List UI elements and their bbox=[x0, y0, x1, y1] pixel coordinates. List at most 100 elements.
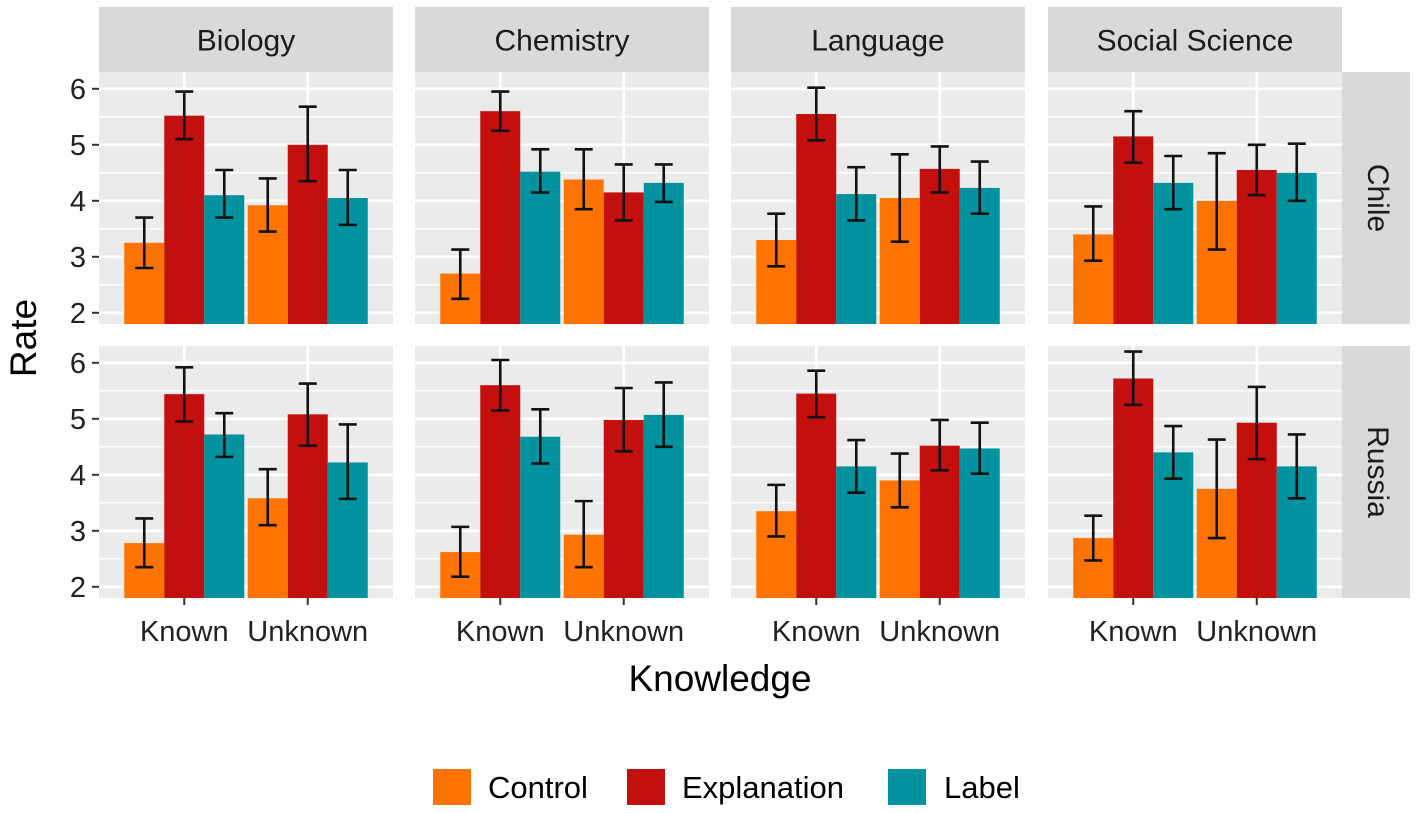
bar-russia-language-known-explanation bbox=[796, 393, 837, 598]
legend-label-label: Label bbox=[944, 770, 1020, 805]
panel-russia-biology bbox=[99, 346, 393, 598]
error-bar-russia-language-known-control bbox=[767, 483, 786, 538]
y-tick-label: 3 bbox=[70, 242, 86, 274]
error-bar-russia-biology-known-label bbox=[215, 411, 234, 459]
x-tick-label-known: Known bbox=[772, 616, 861, 648]
error-bar-russia-chemistry-unknown-control bbox=[574, 499, 593, 569]
y-tick-label: 5 bbox=[70, 404, 86, 436]
legend-item-control: Control bbox=[433, 769, 588, 805]
error-bar-russia-social-science-unknown-control bbox=[1207, 438, 1226, 540]
strip-label-chile: Chile bbox=[1361, 164, 1394, 232]
y-tick-label: 2 bbox=[70, 298, 86, 330]
error-bar-russia-social-science-known-explanation bbox=[1124, 350, 1143, 407]
error-bar-chile-biology-unknown-explanation bbox=[298, 105, 317, 183]
legend: Control Explanation Label bbox=[433, 769, 1020, 805]
error-bar-chile-social-science-unknown-explanation bbox=[1247, 143, 1266, 197]
error-bar-chile-language-unknown-label bbox=[970, 160, 989, 215]
error-bar-chile-chemistry-unknown-explanation bbox=[614, 163, 633, 222]
bar-chile-language-unknown-explanation bbox=[919, 168, 960, 324]
error-bar-russia-chemistry-known-control bbox=[451, 525, 470, 579]
panel-russia-chemistry bbox=[415, 346, 709, 598]
error-bar-russia-social-science-unknown-label bbox=[1287, 433, 1306, 500]
error-bar-chile-chemistry-known-control bbox=[451, 248, 470, 301]
y-tick-label: 2 bbox=[70, 572, 86, 604]
strip-language bbox=[731, 7, 1025, 72]
error-bar-russia-social-science-unknown-explanation bbox=[1247, 385, 1266, 461]
bar-chile-language-known-explanation bbox=[796, 114, 837, 324]
error-bar-chile-chemistry-unknown-control bbox=[574, 147, 593, 211]
y-tick-label: 5 bbox=[70, 130, 86, 162]
error-bar-chile-chemistry-known-label bbox=[531, 147, 550, 194]
legend-label-control: Control bbox=[488, 770, 588, 805]
panel-chile-social-science bbox=[1048, 72, 1342, 324]
error-bar-russia-language-known-explanation bbox=[807, 369, 826, 419]
x-tick-label-known: Known bbox=[140, 616, 229, 648]
y-tick-label: 4 bbox=[70, 186, 86, 218]
strip-label-language: Language bbox=[811, 25, 944, 58]
error-bar-russia-chemistry-unknown-explanation bbox=[614, 386, 633, 453]
facet-row-strips: Chile Russia bbox=[1342, 72, 1410, 598]
bar-chile-chemistry-unknown-label bbox=[643, 182, 684, 324]
y-axes: 2 3 4 5 6 2 3 4 5 6 bbox=[70, 74, 99, 604]
strip-chemistry bbox=[415, 7, 709, 72]
error-bar-chile-language-known-control bbox=[767, 212, 786, 268]
x-tick-label-unknown: Unknown bbox=[247, 616, 368, 648]
error-bar-chile-biology-known-explanation bbox=[175, 90, 194, 141]
panel-russia-language bbox=[731, 346, 1025, 598]
strip-russia bbox=[1342, 346, 1410, 598]
legend-item-explanation: Explanation bbox=[627, 769, 844, 805]
legend-item-label: Label bbox=[888, 769, 1020, 805]
error-bar-russia-chemistry-unknown-label bbox=[654, 381, 673, 449]
y-tick-label: 3 bbox=[70, 516, 86, 548]
y-tick-label: 4 bbox=[70, 460, 86, 492]
strip-label-social-science: Social Science bbox=[1097, 25, 1294, 58]
error-bar-chile-biology-known-label bbox=[215, 168, 234, 219]
error-bar-chile-language-unknown-explanation bbox=[930, 145, 949, 194]
bar-chile-social-science-known-explanation bbox=[1113, 136, 1154, 324]
error-bar-chile-social-science-known-control bbox=[1084, 205, 1103, 263]
error-bar-chile-language-known-explanation bbox=[807, 86, 826, 142]
panel-chile-biology bbox=[99, 72, 393, 325]
error-bar-chile-social-science-known-explanation bbox=[1124, 109, 1143, 165]
error-bar-chile-social-science-known-label bbox=[1164, 154, 1183, 211]
bar-chile-chemistry-known-explanation bbox=[480, 111, 521, 324]
y-tick-label: 6 bbox=[70, 74, 86, 106]
error-bar-russia-language-known-label bbox=[847, 438, 866, 495]
x-tick-label-known: Known bbox=[456, 616, 545, 648]
x-tick-label-known: Known bbox=[1089, 616, 1178, 648]
bar-chile-chemistry-known-label bbox=[520, 171, 561, 324]
strip-label-russia: Russia bbox=[1361, 426, 1394, 518]
x-tick-label-unknown: Unknown bbox=[879, 616, 1000, 648]
error-bar-russia-biology-unknown-label bbox=[338, 423, 357, 501]
panel-chile-language bbox=[731, 72, 1025, 324]
error-bar-chile-chemistry-known-explanation bbox=[491, 90, 510, 133]
bar-russia-chemistry-known-explanation bbox=[480, 385, 521, 598]
y-tick-label: 6 bbox=[70, 348, 86, 380]
error-bar-russia-language-unknown-explanation bbox=[930, 418, 949, 472]
error-bar-russia-biology-known-explanation bbox=[175, 365, 194, 423]
error-bar-chile-social-science-unknown-control bbox=[1207, 151, 1226, 251]
legend-label-explanation: Explanation bbox=[682, 770, 844, 805]
error-bar-russia-biology-unknown-control bbox=[258, 467, 277, 527]
legend-key-explanation bbox=[627, 769, 665, 805]
x-tick-label-unknown: Unknown bbox=[1196, 616, 1317, 648]
x-axis-title: Knowledge bbox=[628, 658, 811, 699]
legend-key-control bbox=[433, 769, 471, 805]
error-bar-russia-language-unknown-control bbox=[890, 452, 909, 509]
strip-social-science bbox=[1048, 7, 1342, 72]
legend-key-label bbox=[888, 769, 926, 805]
strip-label-chemistry: Chemistry bbox=[494, 25, 629, 58]
x-tick-label-unknown: Unknown bbox=[563, 616, 684, 648]
error-bar-chile-chemistry-unknown-label bbox=[654, 163, 673, 204]
error-bar-russia-biology-unknown-explanation bbox=[298, 382, 317, 447]
bar-russia-social-science-known-explanation bbox=[1113, 378, 1154, 598]
error-bar-russia-chemistry-known-explanation bbox=[491, 358, 510, 412]
error-bar-russia-social-science-known-label bbox=[1164, 424, 1183, 481]
bar-russia-biology-known-label bbox=[204, 434, 245, 598]
error-bar-russia-biology-known-control bbox=[135, 517, 154, 569]
error-bar-chile-biology-unknown-label bbox=[338, 168, 357, 227]
panel-chile-chemistry bbox=[415, 72, 709, 324]
strip-label-biology: Biology bbox=[197, 25, 295, 58]
facet-panels bbox=[99, 72, 1342, 598]
y-axis-title: Rate bbox=[3, 299, 44, 377]
